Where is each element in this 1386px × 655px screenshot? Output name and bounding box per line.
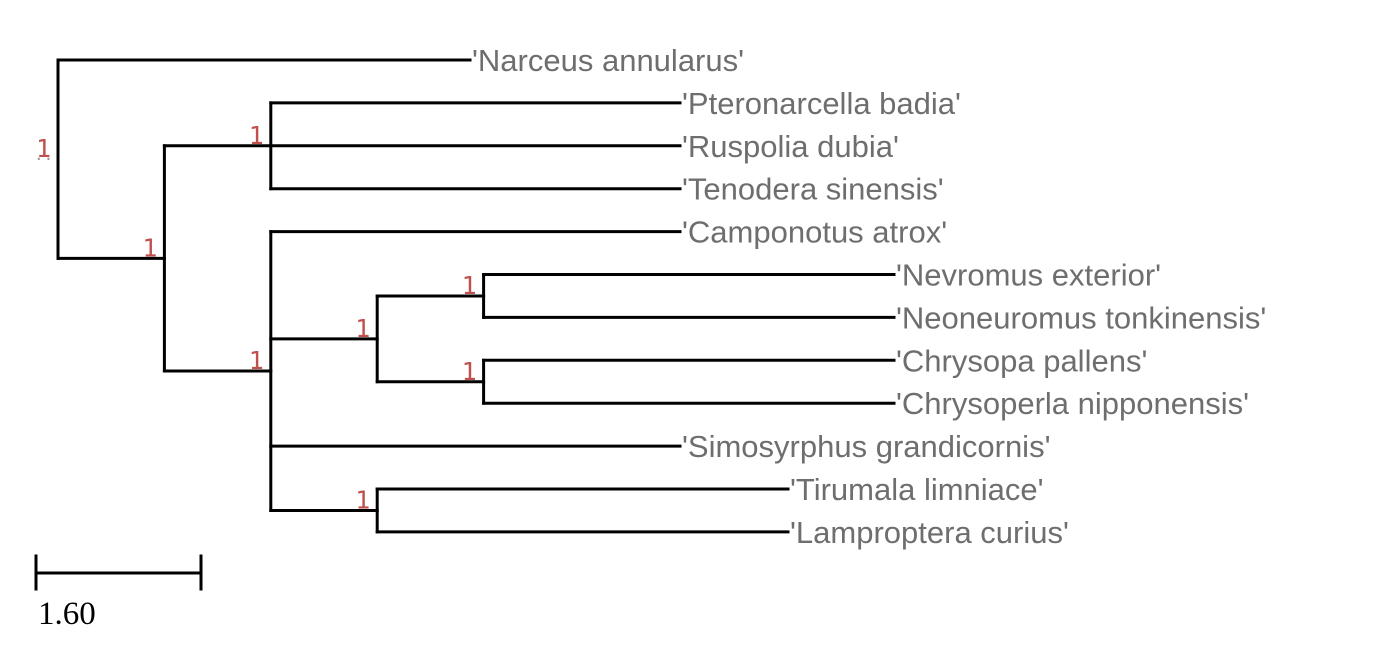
tip-label: 'Ruspolia dubia' <box>682 129 899 164</box>
tip-label: 'Camponotus atrox' <box>682 215 947 250</box>
support-values: 1 1 1 1 1 1 1 1 <box>36 121 477 515</box>
root-marker-dots: .. <box>34 145 53 164</box>
support-value: 1 <box>462 271 477 300</box>
support-value: 1 <box>36 134 51 163</box>
support-value: 1 <box>355 485 370 514</box>
tip-label: 'Lamproptera curius' <box>790 515 1069 550</box>
tip-label: 'Tirumala limniace' <box>790 472 1044 507</box>
scale-bar-label: 1.60 <box>38 596 96 632</box>
tip-label: 'Simosyrphus grandicornis' <box>682 429 1051 464</box>
tip-labels: 'Narceus annularus' 'Pteronarcella badia'… <box>472 43 1266 550</box>
support-value: 1 <box>142 233 157 262</box>
support-value: 1 <box>249 346 264 375</box>
tip-label: 'Neoneuromus tonkinensis' <box>896 300 1266 335</box>
tip-label: 'Tenodera sinensis' <box>682 172 944 207</box>
tip-label: 'Narceus annularus' <box>472 43 744 78</box>
support-value: 1 <box>355 314 370 343</box>
tip-label: 'Nevromus exterior' <box>896 258 1161 293</box>
tip-label: 'Pteronarcella badia' <box>682 86 961 121</box>
tip-label: 'Chrysopa pallens' <box>896 343 1147 378</box>
support-value: 1 <box>462 357 477 386</box>
scale-bar: 1.60 <box>34 554 203 632</box>
tree-branches <box>56 58 896 534</box>
support-value: 1 <box>249 121 264 150</box>
tip-label: 'Chrysoperla nipponensis' <box>896 386 1249 421</box>
